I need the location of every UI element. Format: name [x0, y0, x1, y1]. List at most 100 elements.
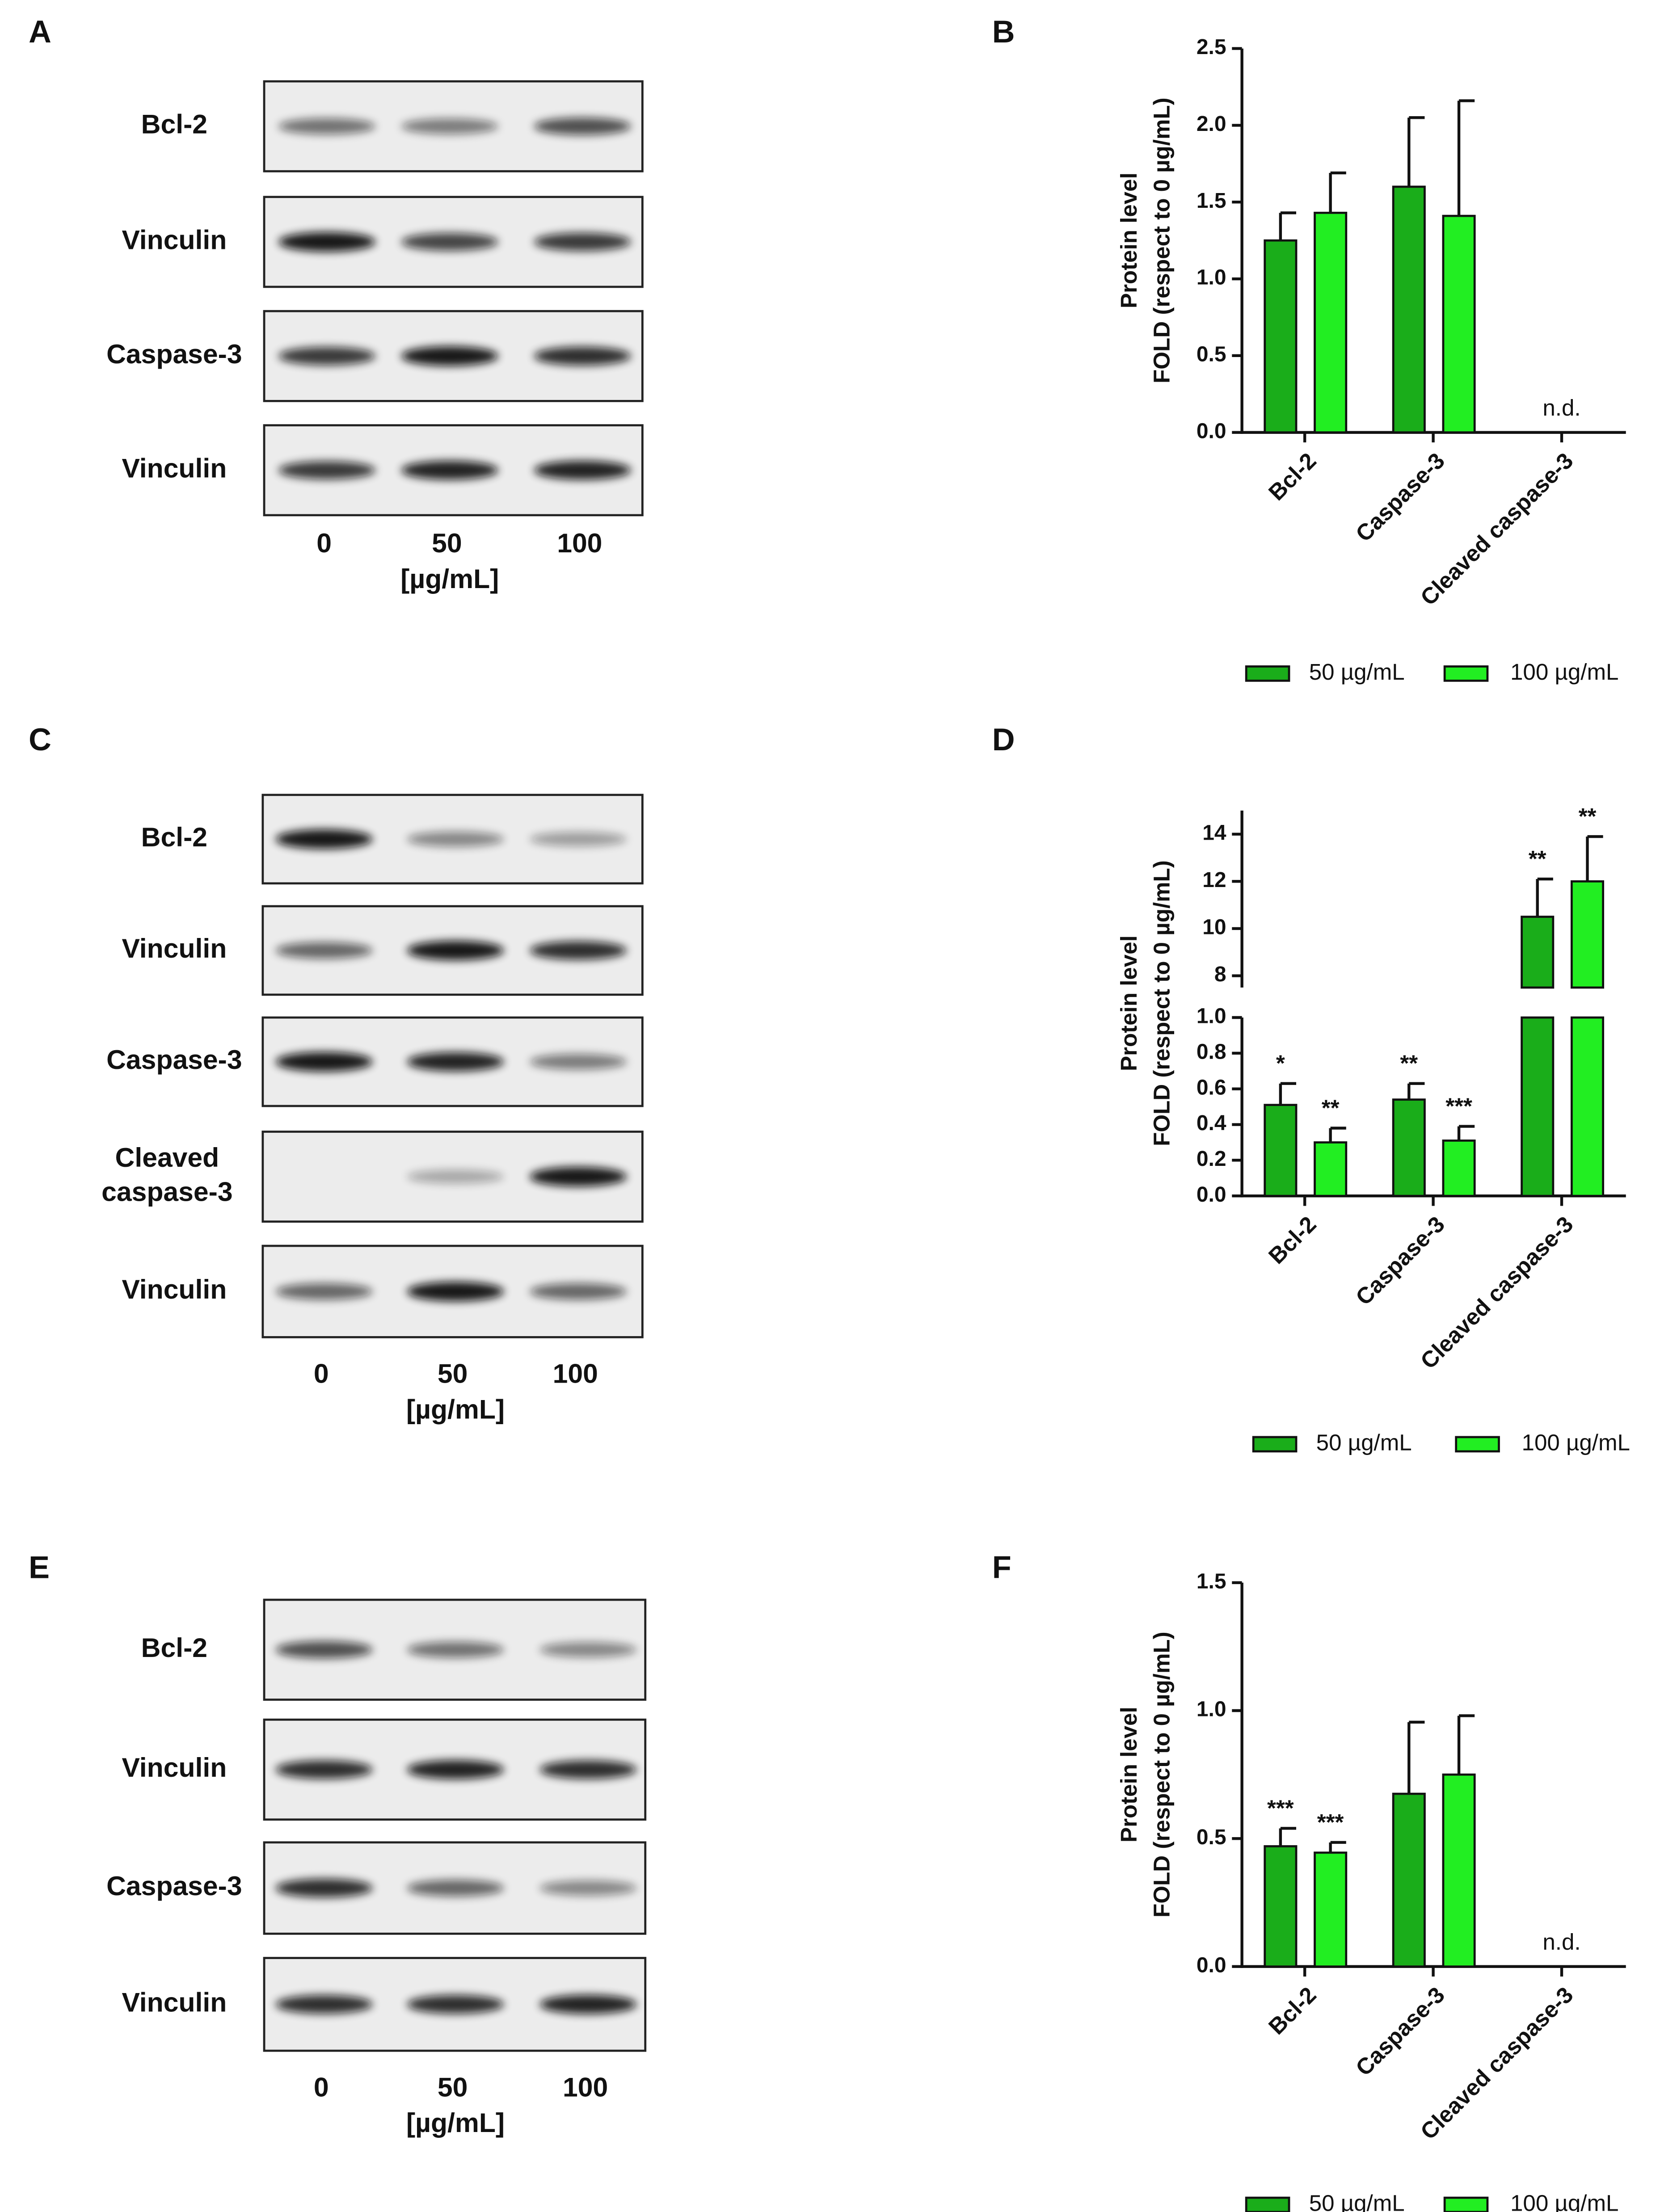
y-tick-label: 10 — [1202, 916, 1226, 939]
error-bar — [1329, 1127, 1346, 1143]
y-tick-label: 2.0 — [1197, 112, 1226, 136]
significance: *** — [1445, 1093, 1472, 1119]
row-label: Bcl-2 — [141, 1632, 207, 1663]
legend-label: 50 µg/mL — [1316, 1430, 1412, 1455]
lane-label: 0 — [316, 528, 332, 558]
annotation: n.d. — [1542, 1929, 1580, 1955]
annotation: n.d. — [1542, 395, 1580, 421]
band — [407, 1169, 504, 1184]
band — [407, 1880, 504, 1897]
bar — [1521, 1016, 1555, 1197]
error-bar — [1407, 1082, 1425, 1100]
row-label: Vinculin — [122, 453, 227, 483]
row-label: Bcl-2 — [141, 109, 207, 139]
unit-label: [µg/mL] — [406, 2107, 505, 2138]
band — [275, 1283, 373, 1300]
legend-swatch — [1443, 2196, 1489, 2212]
band — [407, 1282, 504, 1302]
y-tick-label: 1.0 — [1197, 266, 1226, 290]
band — [407, 831, 504, 847]
band — [401, 346, 498, 366]
legend-label: 50 µg/mL — [1309, 2191, 1405, 2212]
legend-label: 50 µg/mL — [1309, 659, 1405, 685]
lane-label: 100 — [553, 1358, 598, 1389]
y-tick-label: 1.0 — [1197, 1698, 1226, 1721]
row-label: Bcl-2 — [141, 822, 207, 852]
bar — [1264, 1104, 1298, 1197]
y-axis-label: FOLD (respect to 0 µg/mL) — [1149, 1632, 1174, 1918]
error-bar — [1279, 1827, 1296, 1846]
x-tick-label: Bcl-2 — [1264, 1211, 1321, 1269]
y-axis-label: FOLD (respect to 0 µg/mL) — [1149, 97, 1174, 383]
legend-swatch — [1245, 665, 1290, 682]
row-label: Vinculin — [122, 224, 227, 255]
band — [534, 118, 631, 135]
legend-label: 100 µg/mL — [1522, 1430, 1630, 1455]
lane-label: 50 — [438, 1358, 468, 1389]
panel-label: F — [992, 1549, 1011, 1585]
lane-label: 50 — [432, 528, 462, 558]
y-tick-label: 0.0 — [1197, 419, 1226, 443]
significance: *** — [1317, 1809, 1344, 1835]
error-bar — [1279, 1082, 1296, 1105]
band — [530, 832, 627, 846]
band — [278, 118, 376, 135]
band — [275, 1760, 373, 1779]
band — [275, 1641, 373, 1659]
panel-label: C — [29, 722, 51, 757]
panel-label: D — [992, 722, 1015, 757]
legend-swatch — [1252, 1436, 1298, 1453]
bar — [1314, 1141, 1348, 1197]
significance: ** — [1322, 1095, 1340, 1120]
y-axis-label: Protein level — [1116, 1707, 1142, 1842]
x-tick-label: Caspase-3 — [1351, 1211, 1450, 1310]
y-tick-label: 0.4 — [1197, 1111, 1226, 1135]
band — [278, 347, 376, 366]
y-tick-label: 1.5 — [1197, 189, 1226, 213]
bar — [1521, 916, 1555, 989]
lane-label: 50 — [438, 2072, 468, 2102]
bar — [1264, 239, 1298, 434]
band — [539, 1880, 637, 1896]
panel-label: B — [992, 14, 1015, 49]
error-bar — [1457, 1714, 1475, 1775]
error-bar — [1329, 171, 1346, 213]
band — [534, 232, 631, 251]
row-label: Vinculin — [122, 1274, 227, 1304]
y-tick-label: 8 — [1214, 963, 1226, 986]
y-tick-label: 1.5 — [1197, 1569, 1226, 1593]
lane-label: 0 — [314, 1358, 329, 1389]
row-label: Caspase-3 — [106, 1871, 242, 1901]
y-tick-label: 0.8 — [1197, 1040, 1226, 1064]
y-tick-label: 0.6 — [1197, 1076, 1226, 1099]
band — [401, 233, 498, 251]
x-tick-label: Bcl-2 — [1264, 448, 1321, 505]
band — [275, 1052, 373, 1072]
error-bar — [1407, 1720, 1425, 1794]
unit-label: [µg/mL] — [400, 564, 499, 594]
band — [534, 460, 631, 480]
band — [275, 942, 373, 959]
error-bar — [1586, 835, 1603, 882]
band — [530, 941, 627, 960]
row-label: caspase-3 — [101, 1176, 232, 1207]
unit-label: [µg/mL] — [406, 1394, 505, 1424]
error-bar — [1407, 116, 1425, 187]
panel-label: A — [29, 14, 51, 49]
band — [530, 1167, 627, 1186]
y-tick-label: 1.0 — [1197, 1005, 1226, 1028]
y-axis-label: FOLD (respect to 0 µg/mL) — [1149, 860, 1174, 1146]
x-tick-label: Caspase-3 — [1351, 1982, 1450, 2081]
band — [275, 1879, 373, 1897]
y-tick-label: 14 — [1202, 821, 1226, 845]
band — [407, 1052, 504, 1072]
legend-label: 100 µg/mL — [1510, 659, 1618, 685]
y-tick-label: 0.0 — [1197, 1183, 1226, 1207]
y-tick-label: 0.5 — [1197, 1825, 1226, 1849]
bar — [1442, 214, 1476, 434]
lane-label: 100 — [557, 528, 602, 558]
band — [275, 1995, 373, 2014]
significance: ** — [1400, 1051, 1418, 1076]
row-label: Vinculin — [122, 933, 227, 963]
